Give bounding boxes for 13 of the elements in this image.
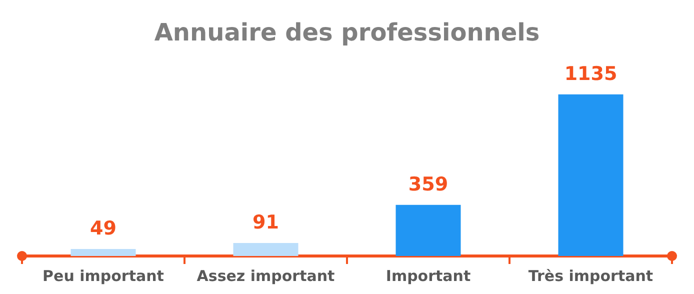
bar <box>558 94 624 256</box>
x-tick-label: Peu important <box>42 266 164 285</box>
data-label: 1135 <box>564 62 618 85</box>
chart-title: Annuaire des professionnels <box>154 18 540 47</box>
data-label: 49 <box>90 217 116 240</box>
data-label: 91 <box>252 211 279 234</box>
x-tick-label: Important <box>386 266 471 285</box>
x-tick-label: Assez important <box>196 266 335 285</box>
bar <box>70 249 136 256</box>
bar <box>233 243 298 256</box>
x-tick-label: Très important <box>528 266 654 285</box>
data-label: 359 <box>408 173 448 196</box>
bar <box>396 204 461 256</box>
